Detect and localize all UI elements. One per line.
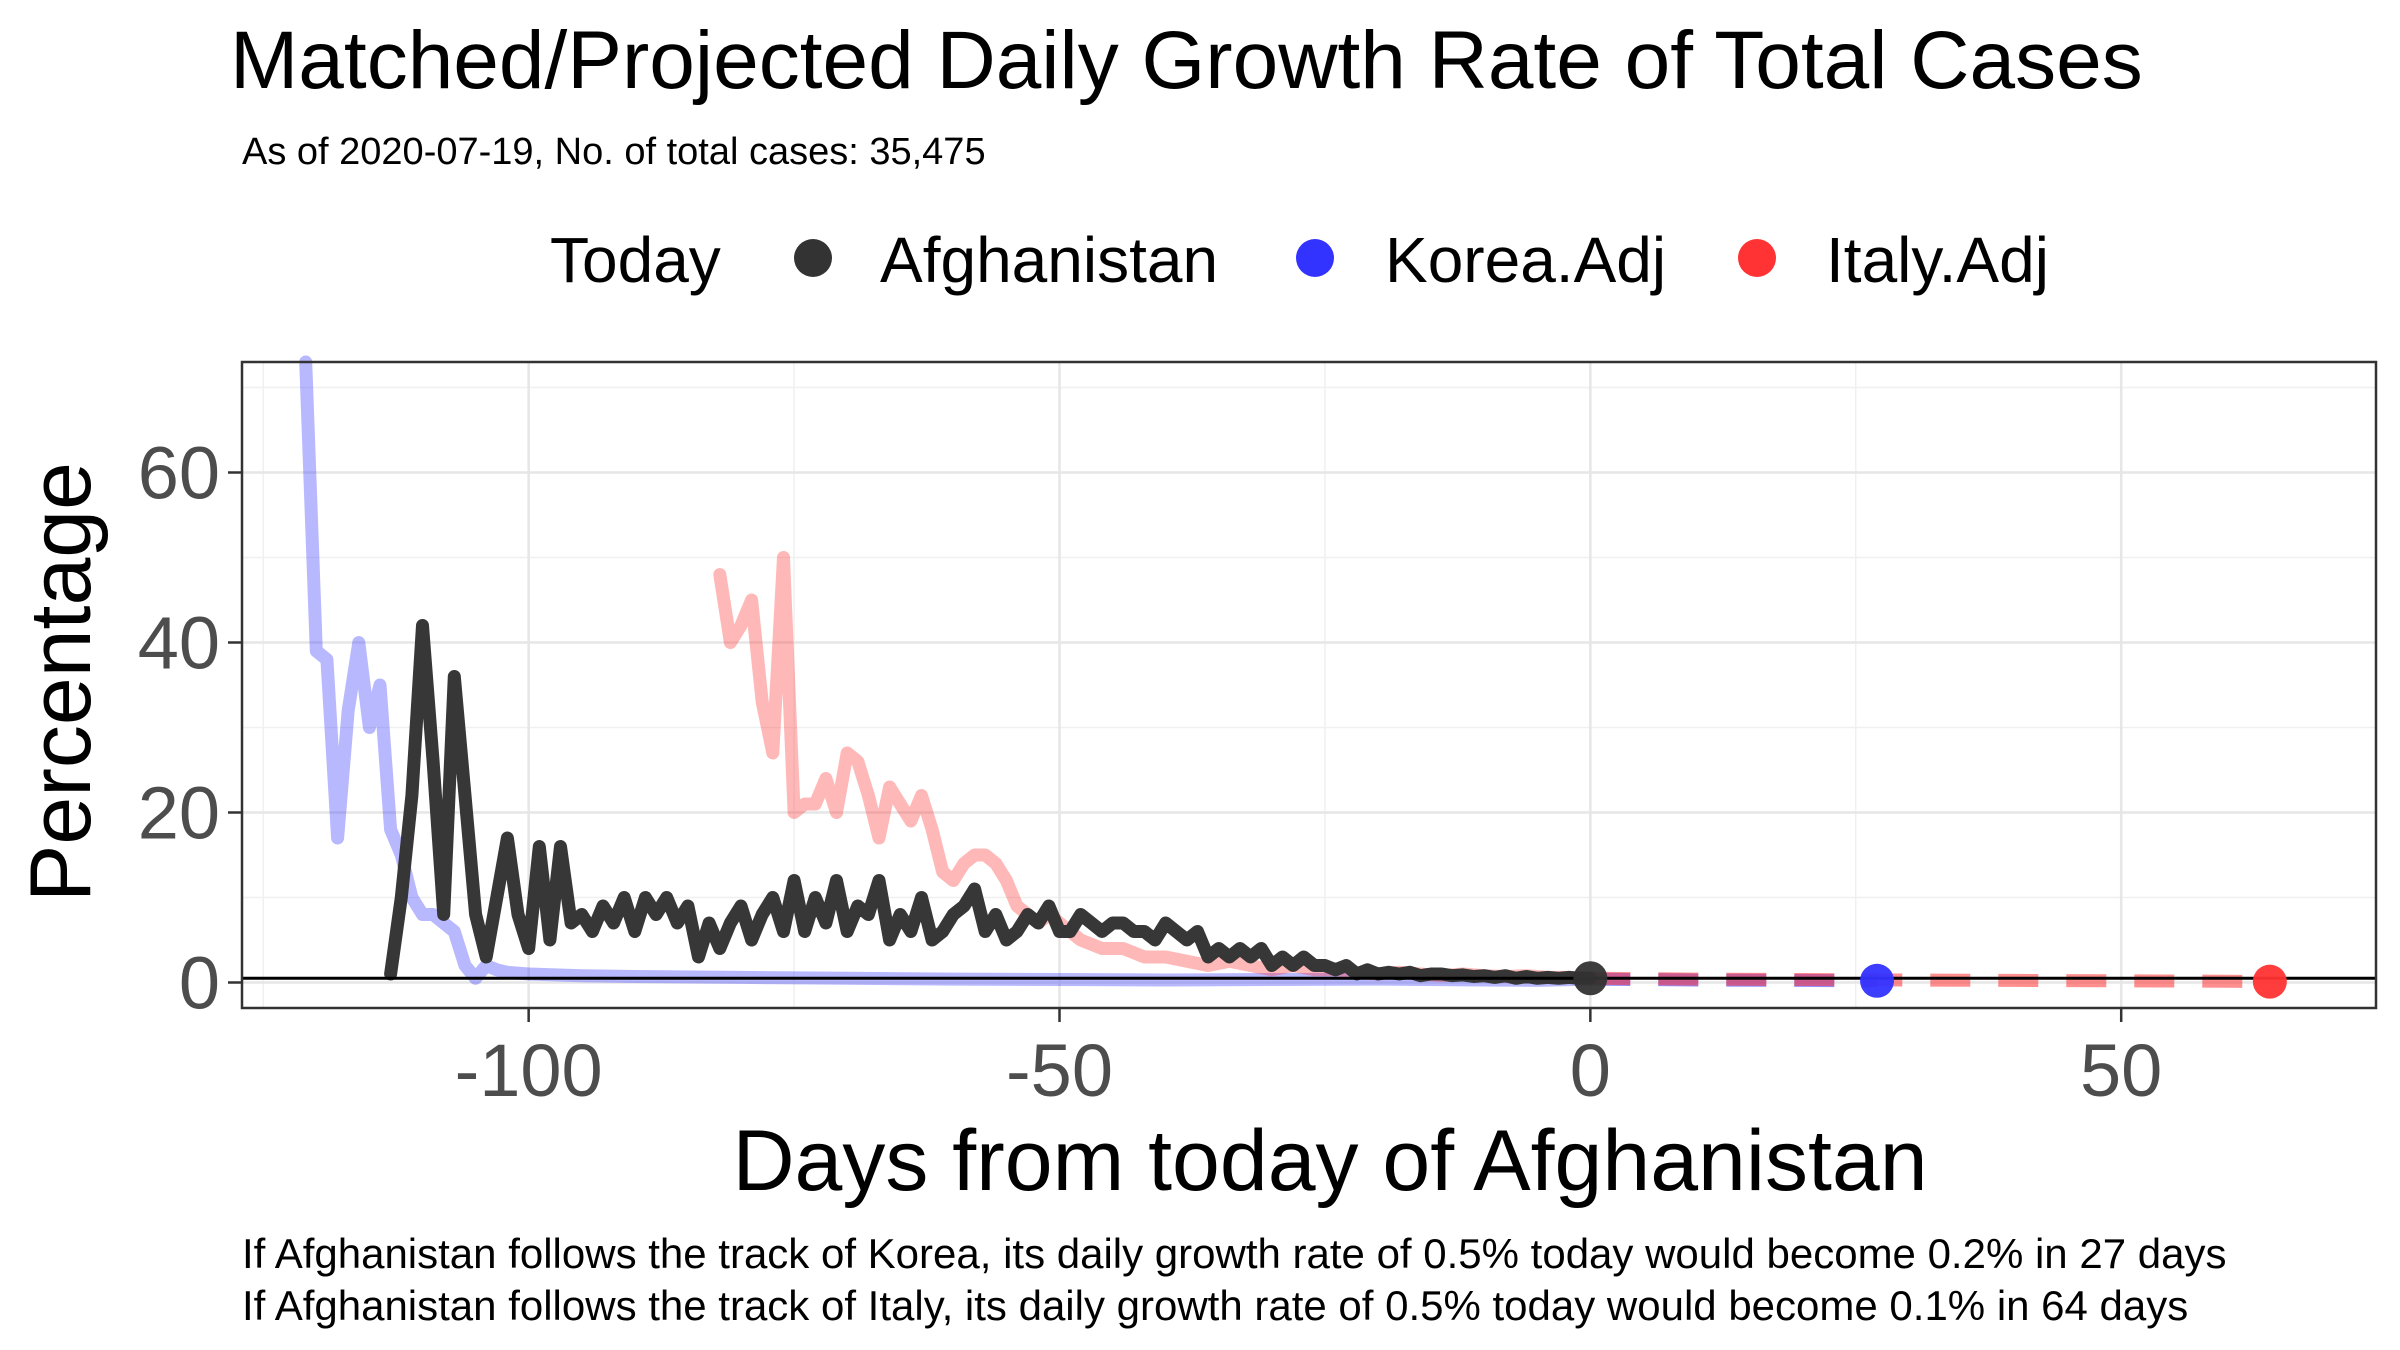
today-point-italy-adj: [2252, 964, 2287, 999]
legend-key-italy: [1738, 239, 1776, 277]
x-axis-title: Days from today of Afghanistan: [732, 1113, 1927, 1209]
x-tick-label: 0: [1570, 1029, 1611, 1112]
axis-ticks: -100 -50 0 50 0 20 40 60: [138, 432, 2163, 1113]
y-tick-label: 20: [138, 772, 220, 855]
y-tick-label: 60: [138, 432, 220, 515]
chart-title: Matched/Projected Daily Growth Rate of T…: [230, 15, 2143, 106]
today-point-korea-adj: [1860, 963, 1895, 998]
legend-key-afghanistan: [794, 239, 832, 277]
series-projection-italy-adj: [1590, 971, 2270, 989]
x-tick-label: 50: [2080, 1029, 2162, 1112]
y-tick-label: 40: [138, 602, 220, 685]
note-italy: If Afghanistan follows the track of Ital…: [242, 1282, 2188, 1329]
legend-label-afghanistan: Afghanistan: [880, 224, 1218, 296]
x-tick-label: -100: [455, 1029, 603, 1112]
legend: Today Afghanistan Korea.Adj Italy.Adj: [550, 224, 2049, 296]
y-tick-label: 0: [179, 942, 220, 1025]
panel-border: [240, 360, 2378, 1010]
legend-key-korea: [1296, 239, 1334, 277]
grid: [242, 362, 2376, 1008]
series-line-afghanistan: [384, 619, 1597, 985]
chart-subtitle: As of 2020-07-19, No. of total cases: 35…: [242, 131, 986, 173]
today-point-afghanistan: [1573, 961, 1608, 996]
x-tick-label: -50: [1006, 1029, 1113, 1112]
legend-label-korea: Korea.Adj: [1385, 224, 1666, 296]
plot-area: [242, 355, 2376, 999]
legend-title: Today: [550, 224, 721, 296]
y-axis-title: Percentage: [13, 462, 109, 902]
note-korea: If Afghanistan follows the track of Kore…: [242, 1230, 2226, 1277]
legend-label-italy: Italy.Adj: [1826, 224, 2049, 296]
